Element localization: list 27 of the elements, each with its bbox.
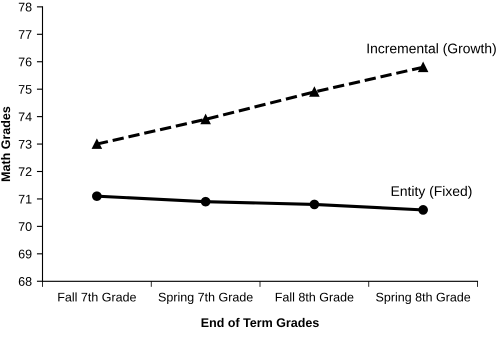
y-tick-label: 69 — [18, 250, 32, 258]
y-tick-label: 68 — [18, 277, 32, 286]
point — [200, 196, 210, 207]
series-label: Incremental (Growth) — [368, 43, 496, 56]
y-tick-label: 78 — [18, 2, 32, 12]
point — [92, 139, 102, 149]
point — [418, 205, 428, 215]
point — [310, 87, 320, 97]
x-tick-label: Spring 8th Grade — [376, 292, 470, 304]
point — [200, 114, 210, 124]
point — [310, 200, 320, 210]
y-tick-label: 75 — [18, 85, 32, 94]
x-tick-label: Fall 8th Grade — [276, 292, 354, 302]
y-tick-label: 72 — [18, 167, 32, 176]
point — [92, 191, 102, 202]
x-tick-label: Spring 7th Grade — [158, 292, 253, 304]
point — [418, 62, 428, 72]
y-tick-label: 76 — [18, 58, 32, 66]
y-tick-label: 73 — [18, 140, 32, 149]
y-tick-label: 77 — [18, 30, 32, 39]
y-tick-label: 70 — [18, 222, 32, 232]
series-label: Entity (Fixed) — [392, 186, 472, 199]
y-tick-label: 74 — [18, 112, 32, 122]
y-axis-title: Math Grades — [0, 106, 10, 182]
y-tick-label: 71 — [18, 194, 32, 204]
x-tick-label: Fall 7th Grade — [58, 292, 136, 302]
x-axis-title: End of Term Grades — [202, 318, 319, 328]
